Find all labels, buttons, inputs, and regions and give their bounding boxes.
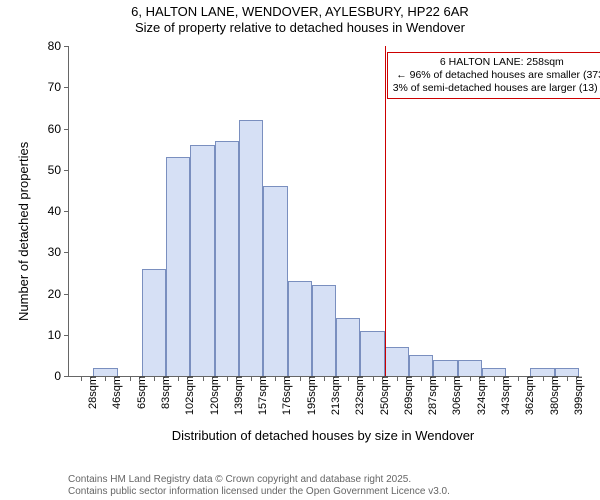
xtick-label: 46sqm — [105, 376, 123, 426]
histogram-bar — [482, 368, 506, 376]
xtick-label: 157sqm — [251, 376, 269, 426]
callout-line: ← 96% of detached houses are smaller (37… — [393, 69, 600, 82]
histogram-bar — [433, 360, 457, 377]
ytick-label: 30 — [48, 245, 69, 259]
histogram-bar — [555, 368, 579, 376]
plot-area: 0102030405060708028sqm46sqm65sqm83sqm102… — [68, 46, 579, 377]
chart-title: 6, HALTON LANE, WENDOVER, AYLESBURY, HP2… — [0, 0, 600, 37]
ytick-label: 60 — [48, 122, 69, 136]
xtick-label: 399sqm — [567, 376, 585, 426]
xtick-label: 269sqm — [397, 376, 415, 426]
xtick-label: 213sqm — [324, 376, 342, 426]
ytick-label: 0 — [54, 369, 69, 383]
histogram-bar — [530, 368, 554, 376]
histogram-bar — [93, 368, 117, 376]
histogram-bar — [142, 269, 166, 376]
ytick-label: 20 — [48, 287, 69, 301]
chart: Number of detached properties 0102030405… — [0, 38, 600, 458]
histogram-bar — [409, 355, 433, 376]
xtick-label: 176sqm — [275, 376, 293, 426]
ytick-label: 80 — [48, 39, 69, 53]
xtick-label: 232sqm — [348, 376, 366, 426]
histogram-bar — [190, 145, 214, 376]
histogram-bar — [458, 360, 482, 377]
xtick-label: 65sqm — [130, 376, 148, 426]
footer-line2: Contains public sector information licen… — [68, 486, 450, 498]
marker-callout: 6 HALTON LANE: 258sqm← 96% of detached h… — [387, 52, 600, 99]
xtick-label: 83sqm — [154, 376, 172, 426]
footer-line1: Contains HM Land Registry data © Crown c… — [68, 474, 450, 486]
histogram-bar — [215, 141, 239, 376]
histogram-bar — [385, 347, 409, 376]
histogram-bar — [360, 331, 384, 376]
x-axis-title: Distribution of detached houses by size … — [68, 428, 578, 443]
histogram-bar — [312, 285, 336, 376]
xtick-label: 120sqm — [203, 376, 221, 426]
xtick-label: 250sqm — [373, 376, 391, 426]
ytick-label: 40 — [48, 204, 69, 218]
histogram-bar — [239, 120, 263, 376]
histogram-bar — [166, 157, 190, 376]
xtick-label: 195sqm — [300, 376, 318, 426]
marker-line — [385, 46, 386, 376]
histogram-bar — [263, 186, 287, 376]
y-axis-title: Number of detached properties — [16, 142, 31, 321]
xtick-label: 287sqm — [421, 376, 439, 426]
histogram-bar — [288, 281, 312, 376]
xtick-label: 139sqm — [227, 376, 245, 426]
title-line1: 6, HALTON LANE, WENDOVER, AYLESBURY, HP2… — [0, 4, 600, 20]
xtick-label: 343sqm — [494, 376, 512, 426]
xtick-label: 28sqm — [81, 376, 99, 426]
callout-line: 6 HALTON LANE: 258sqm — [393, 56, 600, 69]
xtick-label: 380sqm — [543, 376, 561, 426]
xtick-label: 324sqm — [470, 376, 488, 426]
xtick-label: 102sqm — [178, 376, 196, 426]
ytick-label: 70 — [48, 80, 69, 94]
callout-line: 3% of semi-detached houses are larger (1… — [393, 82, 600, 95]
xtick-label: 306sqm — [445, 376, 463, 426]
chart-footer: Contains HM Land Registry data © Crown c… — [68, 474, 450, 498]
ytick-label: 50 — [48, 163, 69, 177]
ytick-label: 10 — [48, 328, 69, 342]
histogram-bar — [336, 318, 360, 376]
xtick-label: 362sqm — [518, 376, 536, 426]
title-line2: Size of property relative to detached ho… — [0, 20, 600, 36]
